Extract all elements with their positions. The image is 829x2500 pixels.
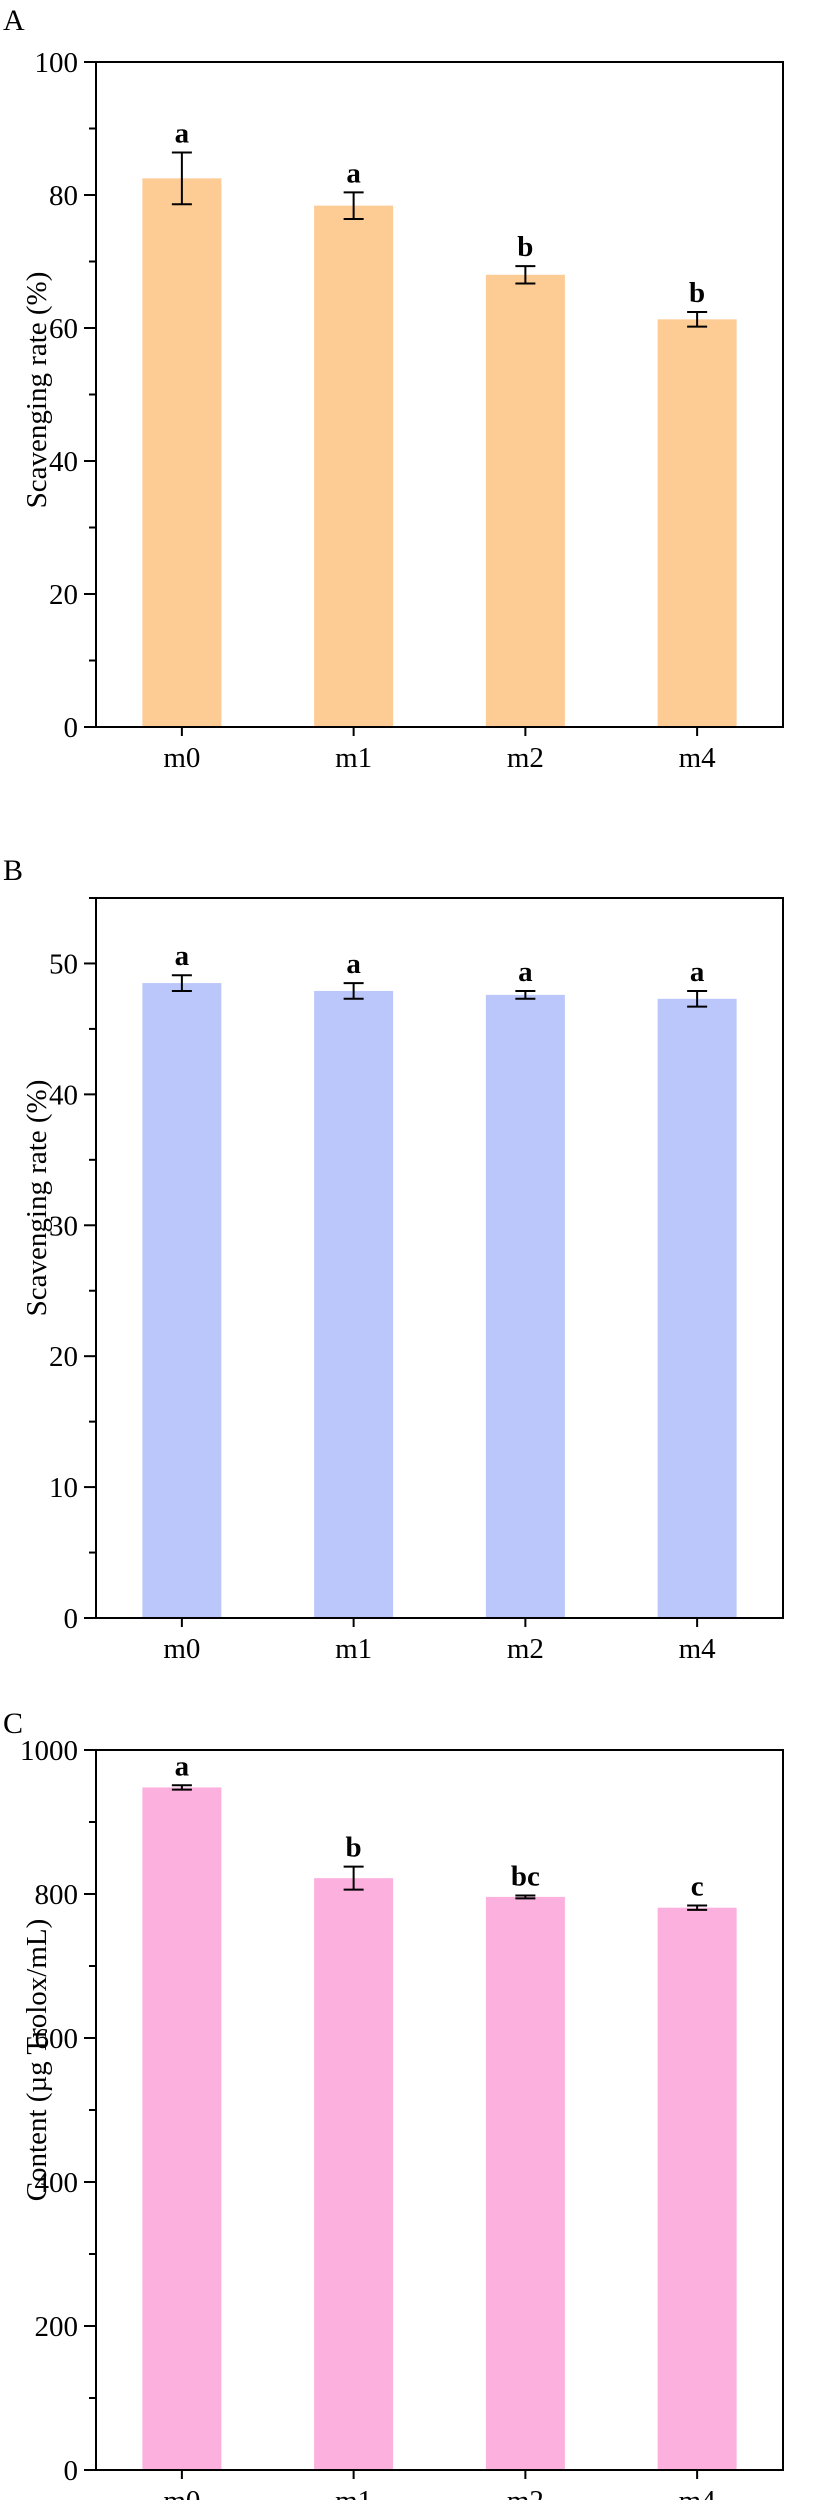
y-tick-label: 20 [49, 1341, 78, 1373]
y-tick-label: 400 [35, 2167, 79, 2199]
bar [657, 1907, 737, 2470]
bar [314, 990, 394, 1618]
significance-label: a [175, 117, 190, 149]
significance-label: b [517, 231, 533, 263]
x-tick-label: m4 [679, 2485, 717, 2500]
y-axis-title: Content (µg Trolox/mL) [21, 1919, 53, 2202]
bar [485, 1896, 565, 2470]
x-tick-label: m1 [335, 742, 372, 774]
y-tick-label: 0 [64, 712, 79, 744]
x-tick-label: m1 [335, 2485, 372, 2500]
significance-label: a [690, 956, 705, 988]
bar [142, 178, 222, 727]
y-tick-label: 100 [35, 47, 79, 79]
bar [142, 983, 222, 1618]
significance-label: a [518, 956, 533, 988]
x-tick-label: m4 [679, 1633, 717, 1665]
y-tick-label: 0 [64, 1603, 79, 1635]
significance-label: b [689, 277, 705, 309]
y-tick-label: 1000 [20, 1735, 78, 1767]
bar [657, 998, 737, 1618]
x-tick-label: m2 [507, 742, 544, 774]
bar [657, 319, 737, 727]
y-axis-title: Scavenging rate (%) [21, 1080, 53, 1317]
x-tick-label: m4 [679, 742, 717, 774]
bar [142, 1787, 222, 2470]
bar [485, 994, 565, 1618]
panel-a: A Scavenging rate (%) a m0 a m1 b m2 b m4 0 20 40 6… [3, 4, 784, 774]
panel-c: C Content (µg Trolox/mL) a m0 b m1 bc m2 c m4 0 2… [3, 1707, 784, 2500]
bar [314, 1878, 394, 2470]
y-tick-label: 50 [49, 948, 78, 980]
y-tick-label: 20 [49, 579, 78, 611]
panel-b: B Scavenging rate (%) a m0 a m1 a m2 a m4 0 10 20 3… [3, 854, 784, 1665]
x-tick-label: m2 [507, 2485, 544, 2500]
y-tick-label: 40 [49, 1079, 78, 1111]
panel-label: B [3, 854, 23, 887]
x-tick-label: m1 [335, 1633, 372, 1665]
bar [485, 274, 565, 727]
significance-label: bc [511, 1860, 540, 1892]
y-tick-label: 10 [49, 1472, 78, 1504]
y-tick-label: 200 [35, 2311, 79, 2343]
significance-label: a [346, 157, 361, 189]
y-tick-label: 800 [35, 1879, 79, 1911]
bar [314, 205, 394, 727]
plot-frame [95, 897, 784, 1619]
y-tick-label: 40 [49, 446, 78, 478]
significance-label: b [346, 1832, 362, 1864]
x-tick-label: m0 [163, 742, 200, 774]
plot-frame [95, 1749, 784, 2471]
x-tick-label: m0 [163, 1633, 200, 1665]
panel-label: C [3, 1707, 23, 1740]
significance-label: c [691, 1871, 704, 1903]
y-axis-title: Scavenging rate (%) [21, 272, 53, 509]
y-tick-label: 600 [35, 2023, 79, 2055]
y-tick-label: 80 [49, 180, 78, 212]
significance-label: a [175, 940, 190, 972]
y-tick-label: 0 [64, 2455, 79, 2487]
plot-frame [95, 61, 784, 728]
y-tick-label: 60 [49, 313, 78, 345]
significance-label: a [346, 948, 361, 980]
y-tick-label: 30 [49, 1210, 78, 1242]
panel-label: A [3, 4, 25, 37]
significance-label: a [175, 1750, 190, 1782]
x-tick-label: m2 [507, 1633, 544, 1665]
x-tick-label: m0 [163, 2485, 200, 2500]
